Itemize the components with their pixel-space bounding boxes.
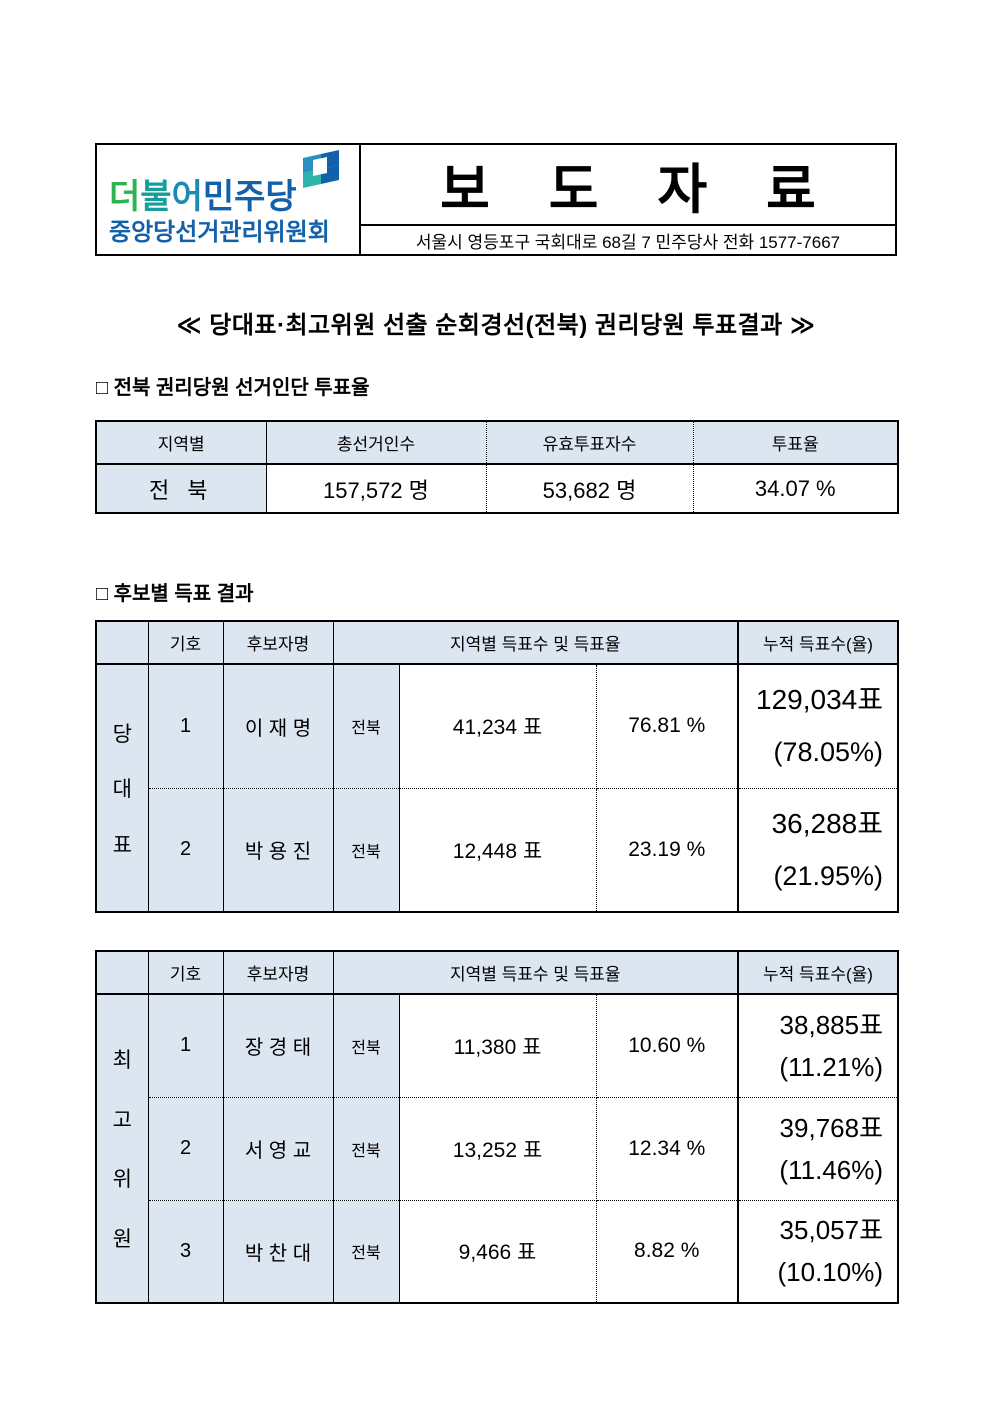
group-label-vertical: 최 고 위 원 xyxy=(97,1001,147,1296)
results-section-heading: □ 후보별 득표 결과 xyxy=(96,583,254,605)
leader-row-2: 2 박 용 진 전북 12,448 표 23.19 % 36,288표 (21.… xyxy=(96,788,899,913)
cumulative-percent: (78.05%) xyxy=(773,737,883,768)
vote-count: 11,380 표 xyxy=(398,994,597,1098)
col-header-cumulative: 누적 득표수(율) xyxy=(737,951,899,995)
logo-char-4: 주 xyxy=(234,178,266,216)
council-row-1: 최 고 위 원 1 장 경 태 전북 11,380 표 10.60 % 38,8… xyxy=(95,994,899,1304)
cumulative-votes: 38,885표 xyxy=(779,1009,883,1040)
logo-char-1: 불 xyxy=(140,178,172,216)
group-char: 당 xyxy=(112,722,132,746)
cumulative-cell: 36,288표 (21.95%) xyxy=(737,788,899,913)
col-header-electorate: 총선거인수 xyxy=(265,421,487,465)
org-logo: 더불어민주당 중앙당선거관리위원회 xyxy=(97,145,361,254)
candidate-name: 서 영 교 xyxy=(222,1097,334,1201)
vote-count: 13,252 표 xyxy=(398,1097,597,1201)
region-label: 전북 xyxy=(332,1097,400,1201)
turnout-data-row: 전 북 157,572 명 53,682 명 34.07 % xyxy=(95,464,899,513)
leader-header-row: 기호 후보자명 지역별 득표수 및 득표율 누적 득표수(율) xyxy=(95,621,899,665)
col-header-region: 지역별 xyxy=(95,421,267,465)
group-header-cell xyxy=(95,621,149,665)
turnout-header-row: 지역별 총선거인수 유효투표자수 투표율 xyxy=(95,421,899,465)
cumulative-percent: (11.21%) xyxy=(779,1051,883,1082)
vote-percent: 76.81 % xyxy=(595,664,739,789)
council-row-3: 3 박 찬 대 전북 9,466 표 8.82 % 35,057표 (10.10… xyxy=(96,1200,899,1304)
group-char: 위 xyxy=(112,1168,132,1192)
ballot-no: 2 xyxy=(147,788,224,913)
region-label: 전북 xyxy=(332,1200,400,1304)
cumulative-votes: 36,288표 xyxy=(771,807,883,839)
party-address: 서울시 영등포구 국회대로 68길 7 민주당사 전화 1577-7667 xyxy=(361,224,895,254)
header-right: 보 도 자 료 서울시 영등포구 국회대로 68길 7 민주당사 전화 1577… xyxy=(361,145,895,254)
turnout-table: 지역별 총선거인수 유효투표자수 투표율 전 북 157,572 명 53,68… xyxy=(95,420,899,514)
vote-count: 9,466 표 xyxy=(398,1200,597,1304)
candidate-name: 이 재 명 xyxy=(222,664,334,789)
party-name: 더불어민주당 xyxy=(109,178,359,216)
col-header-candidate: 후보자명 xyxy=(222,951,334,995)
col-header-candidate: 후보자명 xyxy=(222,621,334,665)
region-label: 전북 xyxy=(332,994,400,1098)
group-header-cell xyxy=(95,951,149,995)
group-char: 표 xyxy=(112,833,132,857)
council-header-row: 기호 후보자명 지역별 득표수 및 득표율 누적 득표수(율) xyxy=(95,951,899,995)
col-header-regional-votes: 지역별 득표수 및 득표율 xyxy=(332,621,739,665)
cumulative-votes: 39,768표 xyxy=(779,1112,883,1143)
turnout-section-heading: □ 전북 권리당원 선거인단 투표율 xyxy=(96,377,370,399)
cumulative-votes: 35,057표 xyxy=(779,1215,883,1246)
ballot-no: 3 xyxy=(147,1200,224,1304)
leader-results-table: 기호 후보자명 지역별 득표수 및 득표율 누적 득표수(율) 당 대 표 1 … xyxy=(95,620,899,913)
press-release-title: 보 도 자 료 xyxy=(440,160,838,220)
turnout-rate: 34.07 % xyxy=(692,464,899,513)
col-header-ballot-no: 기호 xyxy=(147,951,224,995)
turnout-electorate: 157,572 명 xyxy=(265,464,487,513)
col-header-ballot-no: 기호 xyxy=(147,621,224,665)
header-box: 더불어민주당 중앙당선거관리위원회 보 도 자 료 서울시 영등포구 국회대로 … xyxy=(95,143,897,256)
group-char: 원 xyxy=(112,1227,132,1251)
vote-count: 41,234 표 xyxy=(398,664,597,789)
group-char: 고 xyxy=(112,1108,132,1132)
cumulative-percent: (21.95%) xyxy=(773,860,883,891)
committee-name: 중앙당선거관리위원회 xyxy=(109,219,330,246)
council-results-table: 기호 후보자명 지역별 득표수 및 득표율 누적 득표수(율) 최 고 위 원 … xyxy=(95,950,899,1304)
cumulative-percent: (10.10%) xyxy=(777,1257,884,1288)
region-label: 전북 xyxy=(332,664,400,789)
logo-char-2: 어 xyxy=(171,178,203,216)
group-char: 최 xyxy=(112,1049,132,1073)
council-row-2: 2 서 영 교 전북 13,252 표 12.34 % 39,768표 (11.… xyxy=(96,1097,899,1201)
col-header-valid-voters: 유효투표자수 xyxy=(485,421,694,465)
logo-char-0: 더 xyxy=(109,178,141,216)
logo-char-5: 당 xyxy=(265,178,297,216)
candidate-name: 장 경 태 xyxy=(222,994,334,1098)
col-header-regional-votes: 지역별 득표수 및 득표율 xyxy=(332,951,739,995)
party-flag-icon xyxy=(303,150,339,188)
vote-percent: 23.19 % xyxy=(595,788,739,913)
col-header-turnout: 투표율 xyxy=(692,421,899,465)
cumulative-cell: 39,768표 (11.46%) xyxy=(737,1097,899,1201)
cumulative-cell: 35,057표 (10.10%) xyxy=(737,1200,899,1304)
group-char: 대 xyxy=(112,778,132,801)
candidate-name: 박 찬 대 xyxy=(222,1200,334,1304)
vote-percent: 8.82 % xyxy=(595,1200,739,1304)
vote-percent: 10.60 % xyxy=(595,994,739,1098)
region-label: 전북 xyxy=(332,788,400,913)
cumulative-cell: 38,885표 (11.21%) xyxy=(737,994,899,1098)
cumulative-cell: 129,034표 (78.05%) xyxy=(737,664,899,789)
ballot-no: 2 xyxy=(147,1097,224,1201)
turnout-valid-voters: 53,682 명 xyxy=(485,464,694,513)
logo-char-3: 민 xyxy=(202,178,235,216)
turnout-region: 전 북 xyxy=(95,464,267,513)
col-header-cumulative: 누적 득표수(율) xyxy=(737,621,899,665)
document-title: ≪ 당대표·최고위원 선출 순회경선(전북) 권리당원 투표결과 ≫ xyxy=(176,312,816,339)
group-label-supreme-council: 최 고 위 원 xyxy=(95,994,149,1304)
ballot-no: 1 xyxy=(147,664,224,789)
vote-count: 12,448 표 xyxy=(398,788,597,913)
group-label-party-leader: 당 대 표 xyxy=(95,664,149,913)
candidate-name: 박 용 진 xyxy=(222,788,334,913)
cumulative-votes: 129,034표 xyxy=(756,684,883,716)
group-label-vertical: 당 대 표 xyxy=(97,674,147,902)
cumulative-percent: (11.46%) xyxy=(779,1154,883,1185)
leader-row-1: 당 대 표 1 이 재 명 전북 41,234 표 76.81 % 129,03… xyxy=(95,664,899,913)
ballot-no: 1 xyxy=(147,994,224,1098)
vote-percent: 12.34 % xyxy=(595,1097,739,1201)
